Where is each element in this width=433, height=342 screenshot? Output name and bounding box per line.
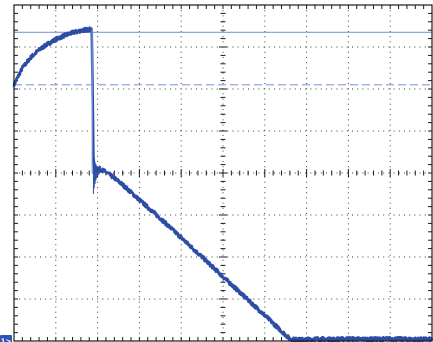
channel-1-marker-box [0,335,12,342]
trace-layer [12,26,433,342]
channel-1-marker-label: 1> [1,338,12,342]
channel-1-ground-marker[interactable]: 1> [0,335,12,342]
waveform-trace [13,26,433,342]
plot-frame [13,4,433,342]
